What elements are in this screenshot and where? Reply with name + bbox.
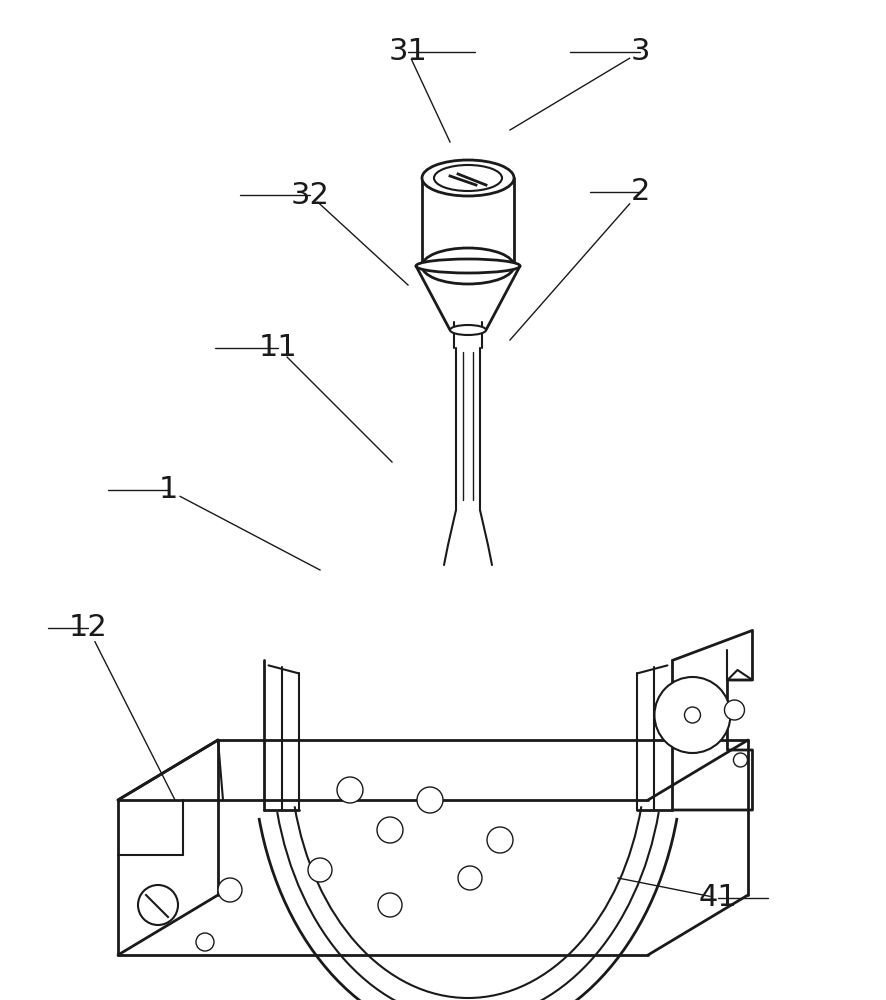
Ellipse shape — [422, 160, 514, 196]
Circle shape — [417, 787, 443, 813]
Circle shape — [458, 866, 482, 890]
Circle shape — [377, 817, 403, 843]
Text: 11: 11 — [259, 334, 298, 362]
Text: 2: 2 — [630, 178, 649, 207]
Circle shape — [725, 700, 744, 720]
Ellipse shape — [450, 325, 486, 335]
Circle shape — [487, 827, 513, 853]
Circle shape — [685, 707, 701, 723]
Circle shape — [655, 677, 730, 753]
Circle shape — [337, 777, 363, 803]
Text: 3: 3 — [630, 37, 649, 66]
Circle shape — [138, 885, 178, 925]
Text: 32: 32 — [291, 180, 330, 210]
Text: 12: 12 — [68, 613, 107, 643]
Circle shape — [196, 933, 214, 951]
Text: 31: 31 — [389, 37, 427, 66]
Circle shape — [378, 893, 402, 917]
Circle shape — [734, 753, 748, 767]
Circle shape — [308, 858, 332, 882]
Circle shape — [218, 878, 242, 902]
Text: 41: 41 — [699, 884, 737, 912]
Ellipse shape — [416, 259, 520, 273]
Text: 1: 1 — [159, 476, 178, 504]
Ellipse shape — [422, 248, 514, 284]
